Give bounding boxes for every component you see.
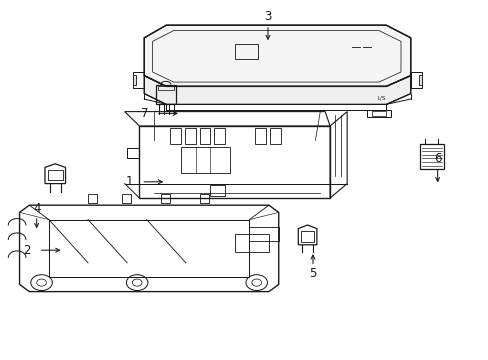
Text: 4: 4	[33, 202, 41, 215]
Polygon shape	[418, 75, 421, 85]
Polygon shape	[144, 76, 410, 104]
Text: 5: 5	[308, 267, 316, 280]
Polygon shape	[144, 25, 410, 86]
Text: 1: 1	[125, 175, 133, 188]
Text: L/S: L/S	[376, 95, 385, 100]
Text: 6: 6	[433, 152, 441, 165]
Text: 7: 7	[140, 107, 148, 120]
Text: 3: 3	[264, 10, 271, 23]
Polygon shape	[133, 75, 136, 85]
Text: 2: 2	[23, 244, 31, 257]
